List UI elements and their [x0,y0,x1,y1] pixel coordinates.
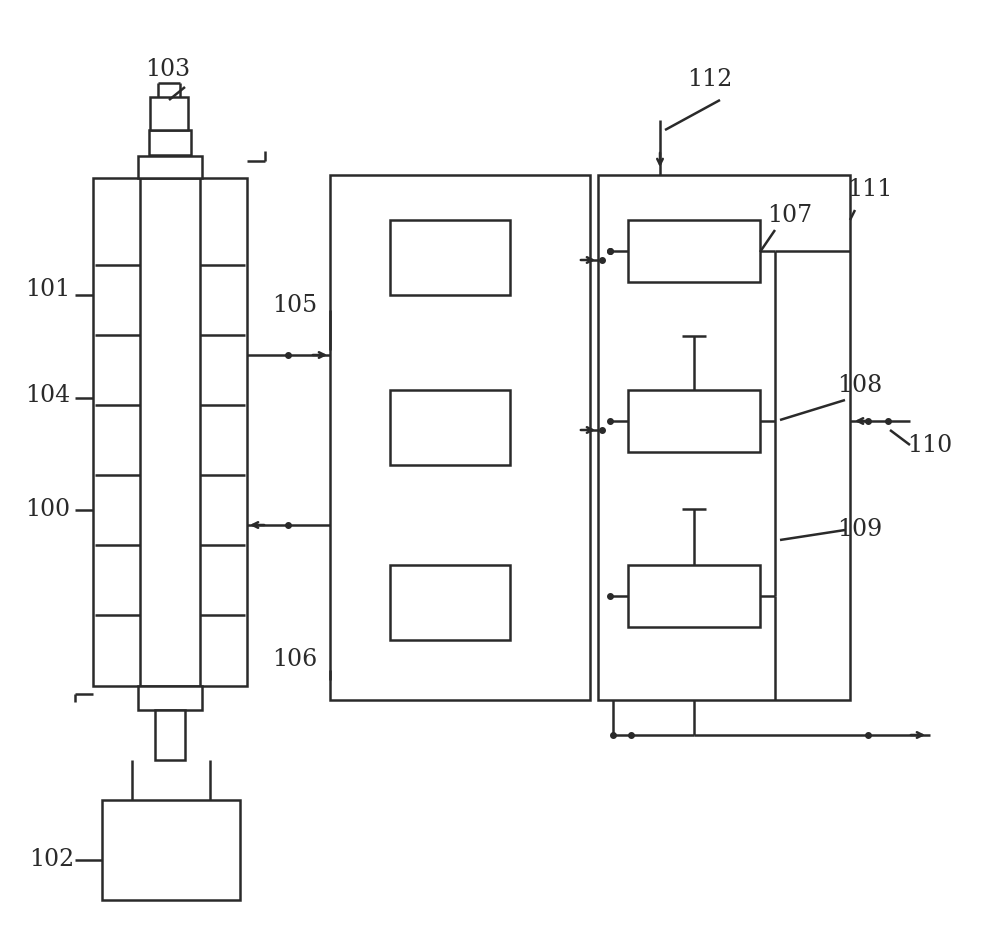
Text: 107: 107 [767,204,813,226]
Bar [93,178,247,686]
Text: 100: 100 [25,498,71,521]
Bar [390,565,510,640]
Text: 109: 109 [837,519,883,542]
Text: 104: 104 [25,384,71,407]
Bar [390,390,510,465]
Text: 111: 111 [847,179,893,201]
Text: 108: 108 [837,373,883,397]
Bar [150,97,188,130]
Bar [390,220,510,295]
Text: 110: 110 [907,434,953,456]
Text: 102: 102 [29,848,75,871]
Bar [149,130,191,155]
Text: 105: 105 [272,293,318,317]
Text: 101: 101 [25,278,71,302]
Bar [138,686,202,710]
Bar [140,178,200,686]
Text: 106: 106 [272,649,318,671]
Bar [102,800,240,900]
Bar [598,175,850,700]
Bar [628,390,760,452]
Bar [138,156,202,178]
Bar [330,175,590,700]
Bar [628,565,760,627]
Text: 112: 112 [687,69,733,91]
Text: 103: 103 [145,59,191,82]
Bar [628,220,760,282]
Bar [155,710,185,760]
